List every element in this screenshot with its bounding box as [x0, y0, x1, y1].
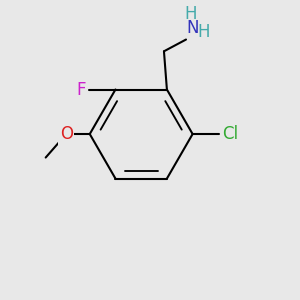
Text: Cl: Cl: [222, 125, 238, 143]
Text: H: H: [184, 5, 197, 23]
Text: F: F: [76, 80, 86, 98]
Text: O: O: [60, 125, 73, 143]
Text: H: H: [197, 23, 210, 41]
Text: N: N: [186, 19, 199, 37]
